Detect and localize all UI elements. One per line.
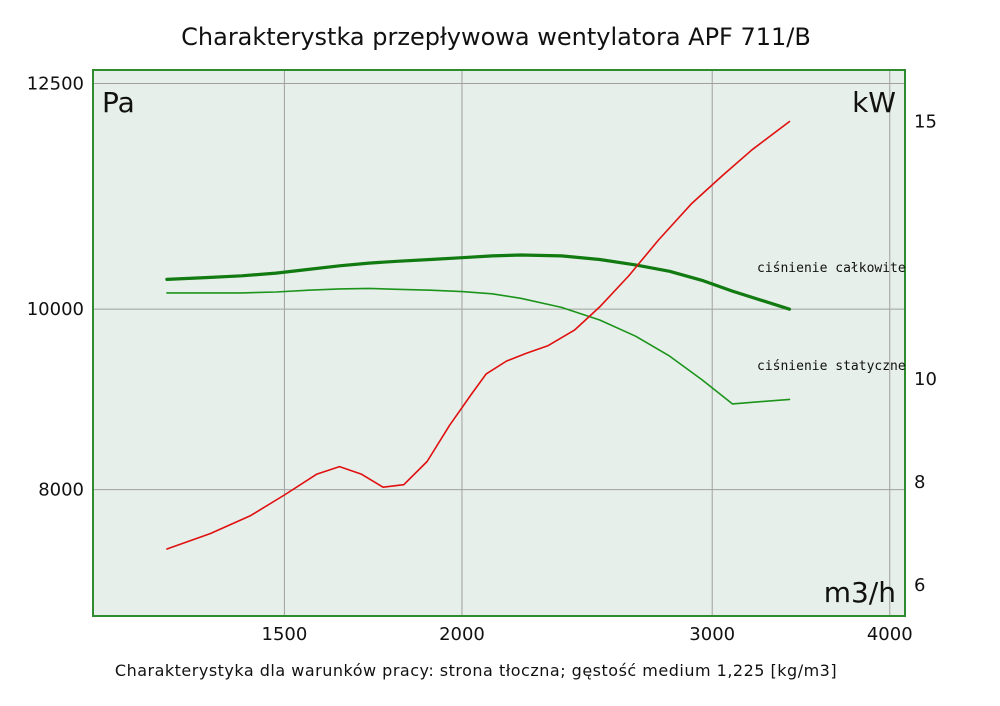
series-line-moc: [166, 120, 791, 550]
left-axis-unit: Pa: [102, 86, 135, 119]
x-tick-4000: 4000: [867, 624, 913, 645]
series-group: [165, 120, 792, 550]
y-left-tick-10000: 10000: [27, 299, 84, 320]
series-line-cisnienie-calkowite: [165, 253, 792, 311]
series-line-cisnienie-statyczne: [166, 287, 791, 405]
y-right-tick-10: 10: [914, 369, 937, 390]
plot-area: [93, 70, 905, 616]
x-tick-2000: 2000: [439, 624, 485, 645]
y-left-tick-12500: 12500: [27, 74, 84, 95]
static-pressure-label: ciśnienie statyczne: [757, 359, 906, 374]
y-left-tick-8000: 8000: [38, 480, 84, 501]
y-right-tick-6: 6: [914, 575, 925, 596]
x-axis-unit: m3/h: [824, 576, 896, 609]
y-left-axis-ticks: 8000 10000 12500: [27, 74, 84, 501]
y-right-tick-15: 15: [914, 112, 937, 133]
right-axis-unit: kW: [852, 86, 896, 119]
grid: [93, 70, 905, 616]
x-axis-ticks: 1500 2000 3000 4000: [262, 624, 913, 645]
total-pressure-label: ciśnienie całkowite: [757, 261, 906, 276]
chart-subtitle: Charakterystyka dla warunków pracy: stro…: [115, 661, 837, 680]
chart-title: Charakterystka przepływowa wentylatora A…: [181, 23, 811, 51]
x-tick-3000: 3000: [689, 624, 735, 645]
plot-frame: [92, 69, 906, 617]
x-tick-1500: 1500: [262, 624, 308, 645]
y-right-tick-8: 8: [914, 472, 925, 493]
y-right-axis-ticks: 6 8 10 15: [914, 112, 937, 597]
